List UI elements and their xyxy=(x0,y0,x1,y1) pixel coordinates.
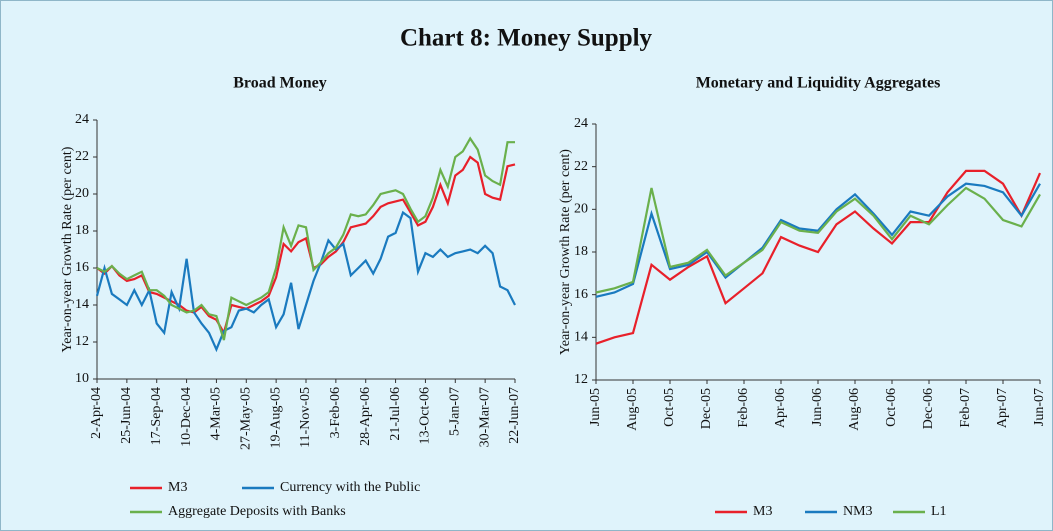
legend-label: Aggregate Deposits with Banks xyxy=(168,504,346,519)
chart-title: Monetary and Liquidity Aggregates xyxy=(696,75,941,92)
x-tick-label: Oct-05 xyxy=(662,388,677,427)
x-tick-label: 25-Jun-04 xyxy=(119,387,134,444)
y-tick-label: 16 xyxy=(574,287,588,302)
series-line xyxy=(95,210,516,353)
x-tick-label: 17-Sep-04 xyxy=(149,387,164,445)
x-tick-label: Jun-05 xyxy=(588,388,603,426)
y-axis-label: Year-on-year Growth Rate (per cent) xyxy=(558,149,573,355)
x-tick-label: Dec-05 xyxy=(699,388,714,429)
y-tick-label: 24 xyxy=(75,112,89,127)
series-line xyxy=(595,182,1041,298)
x-tick-label: 19-Aug-05 xyxy=(268,387,283,448)
y-tick-label: 22 xyxy=(574,159,588,174)
x-tick-label: Oct-06 xyxy=(884,388,899,427)
legend-label: M3 xyxy=(168,480,187,495)
chart-title: Broad Money xyxy=(233,75,326,92)
series-line xyxy=(595,186,1041,294)
y-tick-label: 22 xyxy=(75,149,89,164)
series-line xyxy=(96,136,515,341)
legend-label: NM3 xyxy=(843,504,873,519)
y-axis-label: Year-on-year Growth Rate (per cent) xyxy=(60,146,75,352)
x-tick-label: 13-Oct-06 xyxy=(418,387,433,445)
y-tick-label: 14 xyxy=(75,297,89,312)
x-tick-label: Jun-06 xyxy=(810,388,825,426)
x-tick-label: 4-Mar-05 xyxy=(209,387,224,440)
y-tick-label: 14 xyxy=(574,330,588,345)
legend-label: M3 xyxy=(753,504,772,519)
x-tick-label: 5-Jan-07 xyxy=(448,387,463,436)
x-tick-label: 30-Mar-07 xyxy=(477,387,492,447)
x-tick-label: 3-Feb-06 xyxy=(328,387,343,438)
legend-label: Currency with the Public xyxy=(280,480,420,495)
x-tick-label: Jun-07 xyxy=(1032,388,1047,426)
y-tick-label: 24 xyxy=(574,116,588,131)
x-tick-label: Apr-07 xyxy=(995,388,1010,428)
legend-label: L1 xyxy=(931,504,947,519)
y-tick-label: 18 xyxy=(75,223,89,238)
x-tick-label: 21-Jul-06 xyxy=(388,387,403,441)
x-tick-label: Apr-06 xyxy=(773,388,788,428)
x-tick-label: Feb-07 xyxy=(958,388,973,428)
y-tick-label: 20 xyxy=(75,186,89,201)
x-tick-label: 10-Dec-04 xyxy=(179,387,194,447)
y-tick-label: 16 xyxy=(75,260,89,275)
x-tick-label: Dec-06 xyxy=(921,388,936,429)
x-tick-label: 2-Apr-04 xyxy=(89,387,104,439)
x-tick-label: Aug-05 xyxy=(625,388,640,431)
page-title: Chart 8: Money Supply xyxy=(400,25,653,52)
series-line xyxy=(595,169,1042,345)
x-tick-label: 22-Jun-07 xyxy=(507,387,522,444)
x-tick-label: 27-May-05 xyxy=(239,387,254,450)
y-tick-label: 20 xyxy=(574,202,588,217)
y-tick-label: 18 xyxy=(574,244,588,259)
y-tick-label: 12 xyxy=(574,372,588,387)
x-tick-label: 11-Nov-05 xyxy=(298,387,313,448)
y-tick-label: 10 xyxy=(75,371,89,386)
x-tick-label: 28-Apr-06 xyxy=(358,387,373,446)
y-tick-label: 12 xyxy=(75,334,89,349)
x-tick-label: Aug-06 xyxy=(847,388,862,431)
x-tick-label: Feb-06 xyxy=(736,388,751,428)
